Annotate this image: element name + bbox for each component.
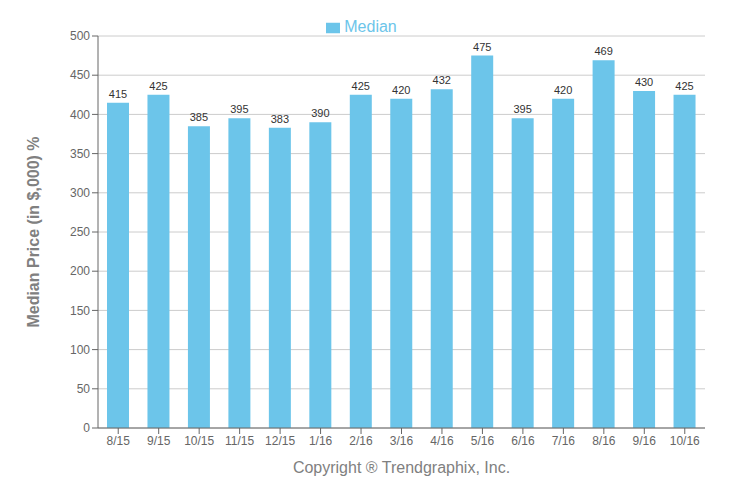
svg-text:469: 469 [594,45,612,57]
svg-text:150: 150 [70,304,90,318]
svg-text:2/16: 2/16 [349,434,373,448]
svg-text:100: 100 [70,343,90,357]
svg-text:5/16: 5/16 [471,434,495,448]
svg-text:425: 425 [675,80,693,92]
svg-text:395: 395 [230,103,248,115]
svg-text:400: 400 [70,108,90,122]
svg-text:8/15: 8/15 [107,434,131,448]
svg-text:6/16: 6/16 [511,434,535,448]
svg-text:Median Price (in $,000) %: Median Price (in $,000) % [25,136,42,327]
svg-text:390: 390 [311,107,329,119]
svg-text:500: 500 [70,29,90,43]
svg-text:3/16: 3/16 [390,434,414,448]
svg-text:4/16: 4/16 [430,434,454,448]
svg-text:9/15: 9/15 [147,434,171,448]
svg-text:350: 350 [70,147,90,161]
svg-text:7/16: 7/16 [552,434,576,448]
svg-text:12/15: 12/15 [265,434,295,448]
svg-text:420: 420 [392,84,410,96]
svg-text:383: 383 [271,113,289,125]
svg-text:Copyright ® Trendgraphix, Inc.: Copyright ® Trendgraphix, Inc. [293,459,510,476]
svg-text:250: 250 [70,225,90,239]
svg-text:395: 395 [513,103,531,115]
html-text:Median: Median [344,18,397,35]
svg-text:50: 50 [77,382,91,396]
svg-text:300: 300 [70,186,90,200]
svg-text:9/16: 9/16 [633,434,657,448]
svg-text:10/15: 10/15 [184,434,214,448]
svg-text:425: 425 [149,80,167,92]
svg-text:200: 200 [70,264,90,278]
svg-text:0: 0 [83,421,90,435]
svg-text:425: 425 [352,80,370,92]
svg-text:8/16: 8/16 [592,434,616,448]
svg-text:1/16: 1/16 [309,434,333,448]
svg-text:385: 385 [190,111,208,123]
svg-text:11/15: 11/15 [225,434,254,448]
svg-text:420: 420 [554,84,572,96]
svg-text:450: 450 [70,68,90,82]
svg-text:430: 430 [635,76,653,88]
svg-text:415: 415 [109,88,127,100]
svg-text:475: 475 [473,41,491,53]
svg-text:10/16: 10/16 [670,434,700,448]
svg-text:432: 432 [433,74,451,86]
